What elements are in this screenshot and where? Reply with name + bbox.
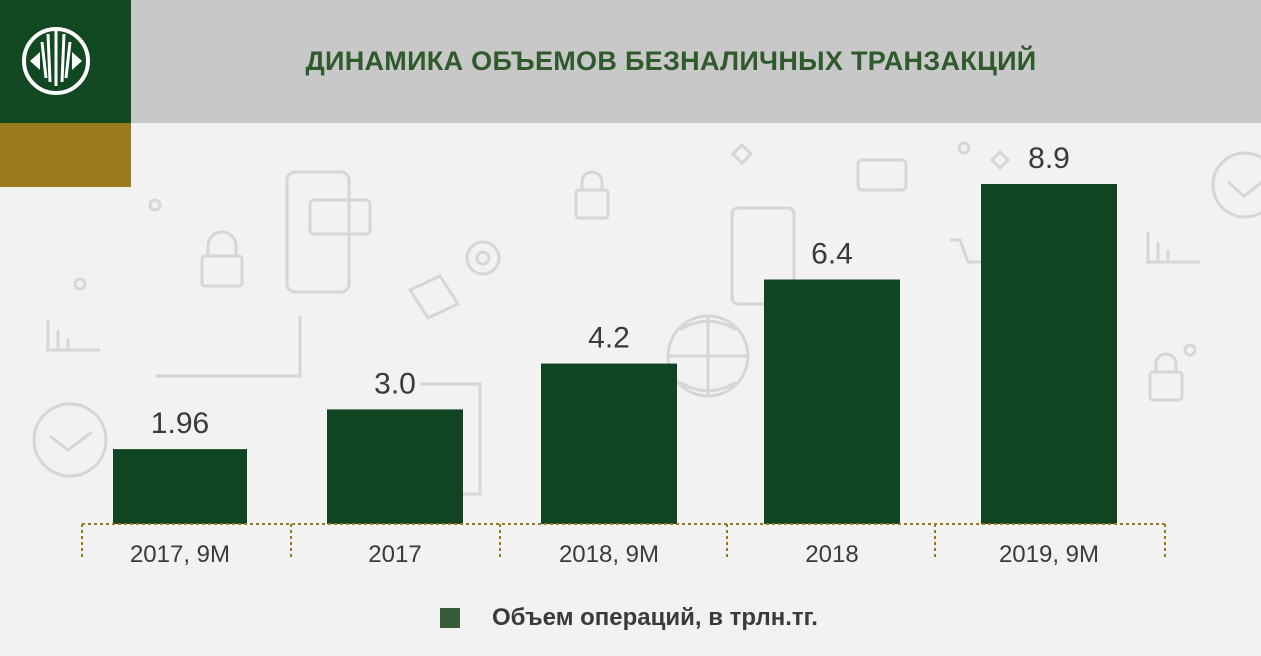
value-label-3: 6.4 bbox=[811, 238, 853, 271]
category-label-2: 2018, 9М bbox=[559, 541, 659, 568]
bar-0 bbox=[113, 449, 247, 524]
value-label-4: 8.9 bbox=[1028, 142, 1070, 175]
legend-label: Объем операций, в трлн.тг. bbox=[492, 604, 818, 631]
category-label-1: 2017 bbox=[368, 541, 421, 568]
legend-swatch bbox=[440, 608, 460, 628]
value-label-0: 1.96 bbox=[151, 407, 209, 440]
phone-icon bbox=[285, 170, 351, 294]
header-band bbox=[0, 0, 1261, 123]
lock-icon bbox=[200, 254, 244, 288]
bar-2 bbox=[541, 363, 677, 524]
logo-box bbox=[0, 0, 131, 123]
category-label-0: 2017, 9М bbox=[130, 541, 230, 568]
value-label-1: 3.0 bbox=[374, 367, 416, 400]
bar-1 bbox=[327, 409, 463, 524]
bar-4 bbox=[981, 184, 1117, 524]
accent-band bbox=[0, 123, 131, 187]
category-label-4: 2019, 9М bbox=[999, 541, 1099, 568]
pos-terminal-icon bbox=[730, 206, 796, 306]
value-label-2: 4.2 bbox=[588, 322, 630, 355]
bar-3 bbox=[764, 279, 900, 524]
page-title: ДИНАМИКА ОБЪЕМОВ БЕЗНАЛИЧНЫХ ТРАНЗАКЦИЙ bbox=[305, 46, 1037, 76]
national-bank-emblem-icon bbox=[22, 27, 90, 95]
category-label-3: 2018 bbox=[805, 541, 858, 568]
card-icon bbox=[308, 198, 372, 236]
check-circle-icon bbox=[32, 402, 108, 478]
legend: Объем операций, в трлн.тг. bbox=[440, 604, 818, 632]
